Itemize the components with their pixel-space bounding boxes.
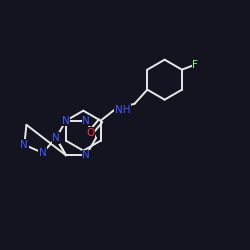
- Text: N: N: [52, 133, 60, 143]
- Text: NH: NH: [115, 105, 130, 115]
- Text: N: N: [82, 150, 90, 160]
- Text: N: N: [82, 116, 90, 126]
- Text: N: N: [20, 140, 28, 150]
- Text: N: N: [62, 116, 70, 126]
- Text: N: N: [39, 148, 46, 158]
- Text: O: O: [86, 128, 95, 138]
- Text: F: F: [192, 60, 198, 70]
